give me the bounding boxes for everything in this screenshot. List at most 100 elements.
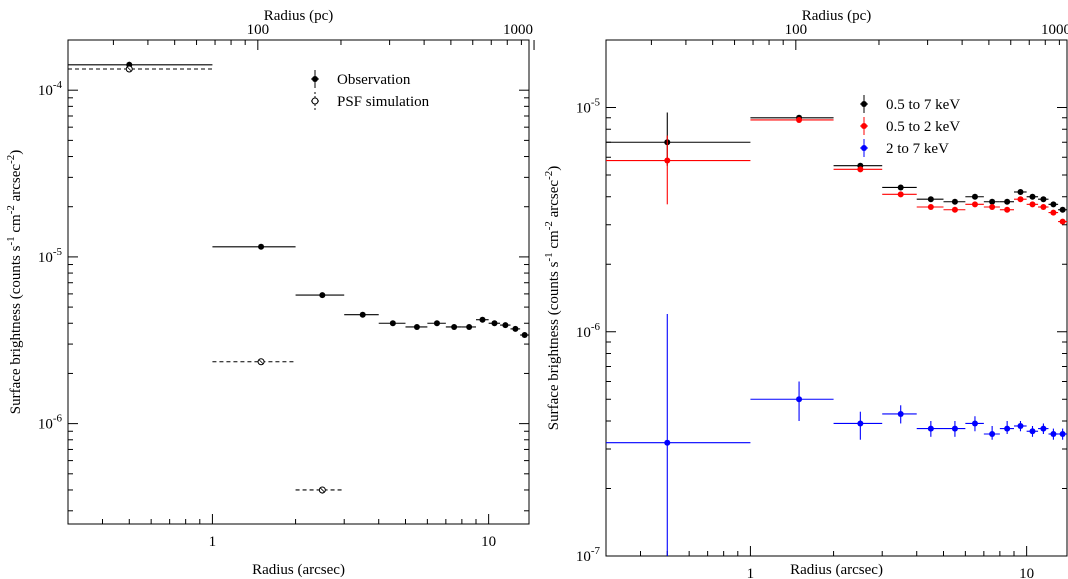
- data-point: [359, 311, 366, 318]
- legend-label: 2 to 7 keV: [886, 141, 949, 157]
- data-point: [927, 196, 934, 203]
- data-point: [413, 323, 420, 330]
- data-point: [466, 323, 473, 330]
- x-tick-label: 1: [209, 534, 217, 550]
- legend-entry: 2 to 7 keV: [860, 139, 949, 157]
- y-tick-mantissa: 10: [38, 417, 53, 433]
- series-0: [606, 112, 1067, 213]
- data-point-hatch: [320, 487, 325, 493]
- data-point: [521, 332, 528, 339]
- y-tick-label: 10-6: [38, 413, 63, 433]
- data-point: [1050, 201, 1057, 208]
- legend-entry: PSF simulation: [311, 92, 430, 110]
- legend-label: 0.5 to 2 keV: [886, 119, 960, 135]
- data-point: [1029, 428, 1036, 435]
- legend-entry: Observation: [311, 70, 411, 88]
- data-point: [989, 198, 996, 205]
- data-point: [1029, 193, 1036, 200]
- y-tick-label: 10-7: [576, 545, 601, 565]
- data-point-hatch: [258, 359, 264, 365]
- y-axis-label-part: ): [546, 166, 562, 171]
- data-point: [897, 410, 904, 417]
- data-point: [857, 166, 864, 173]
- data-point: [491, 320, 498, 327]
- series-1: [68, 65, 345, 494]
- data-point: [897, 191, 904, 198]
- data-point: [479, 316, 486, 323]
- y-axis-label-exponent: -2: [543, 171, 555, 180]
- legend-marker: [861, 123, 867, 129]
- data-point: [989, 204, 996, 211]
- y-axis-label-exponent: -1: [5, 236, 17, 245]
- x-tick-label: 10: [481, 534, 496, 550]
- data-point: [1050, 430, 1057, 437]
- data-point: [1004, 198, 1011, 205]
- top-tick-label: 1000: [1041, 22, 1068, 38]
- y-tick-exponent: -6: [591, 321, 601, 333]
- data-point: [796, 396, 803, 403]
- y-axis-label-exponent: -2: [5, 155, 17, 164]
- data-point: [951, 198, 958, 205]
- data-point: [1040, 196, 1047, 203]
- data-point: [951, 425, 958, 432]
- legend-marker: [311, 97, 319, 105]
- legend-label: PSF simulation: [337, 94, 430, 110]
- y-axis-label: Surface brightness (counts s-1 cm-2 arcs…: [543, 166, 562, 431]
- legend-entry: 0.5 to 7 keV: [860, 95, 960, 113]
- y-axis-label-exponent: -2: [543, 221, 555, 230]
- y-tick-mantissa: 10: [576, 325, 591, 341]
- y-tick-label: 10-4: [38, 79, 63, 99]
- data-point: [664, 439, 671, 446]
- data-point: [1040, 204, 1047, 211]
- data-point: [1004, 206, 1011, 213]
- data-point: [451, 323, 458, 330]
- top-tick-label: 100: [785, 22, 808, 38]
- data-point: [796, 116, 803, 123]
- top-axis-label: Radius (pc): [802, 8, 872, 24]
- data-point: [1017, 196, 1024, 203]
- y-axis-label-part: arcsec: [546, 180, 562, 222]
- data-point: [1004, 425, 1011, 432]
- data-point: [1017, 188, 1024, 195]
- y-tick-label: 10-5: [38, 246, 63, 266]
- data-point: [1059, 206, 1066, 213]
- y-tick-label: 10-6: [576, 321, 601, 341]
- legend-label: 0.5 to 7 keV: [886, 97, 960, 113]
- x-axis-label: Radius (arcsec): [790, 562, 883, 578]
- data-point: [857, 420, 864, 427]
- legend-marker: [312, 76, 318, 82]
- series-1: [606, 116, 1067, 225]
- y-tick-exponent: -4: [53, 79, 63, 91]
- y-axis-label-part: cm: [546, 230, 562, 252]
- data-point: [927, 204, 934, 211]
- data-point: [1029, 201, 1036, 208]
- top-axis-label: Radius (pc): [264, 8, 334, 24]
- y-tick-exponent: -5: [53, 246, 63, 258]
- legend-label: Observation: [337, 72, 411, 88]
- y-tick-exponent: -5: [591, 97, 601, 109]
- y-axis-label-part: Surface brightness (counts s: [8, 245, 24, 414]
- top-tick-label: 1000: [503, 22, 533, 38]
- y-tick-mantissa: 10: [38, 250, 53, 266]
- top-tick-label: 100: [247, 22, 270, 38]
- x-tick-label: 10: [1019, 566, 1034, 579]
- y-tick-mantissa: 10: [576, 101, 591, 117]
- data-point: [1059, 430, 1066, 437]
- y-tick-mantissa: 10: [38, 83, 53, 99]
- data-point: [971, 201, 978, 208]
- data-point: [1017, 422, 1024, 429]
- data-point: [258, 243, 265, 250]
- data-point: [951, 206, 958, 213]
- y-tick-exponent: -7: [591, 545, 601, 557]
- data-point: [989, 430, 996, 437]
- y-tick-exponent: -6: [53, 413, 63, 425]
- data-point: [433, 320, 440, 327]
- data-point: [897, 184, 904, 191]
- data-point: [502, 322, 509, 329]
- y-axis-label: Surface brightness (counts s-1 cm-2 arcs…: [5, 150, 24, 415]
- y-tick-label: 10-5: [576, 97, 601, 117]
- y-axis-label-exponent: -1: [543, 252, 555, 261]
- y-axis-label-exponent: -2: [5, 205, 17, 214]
